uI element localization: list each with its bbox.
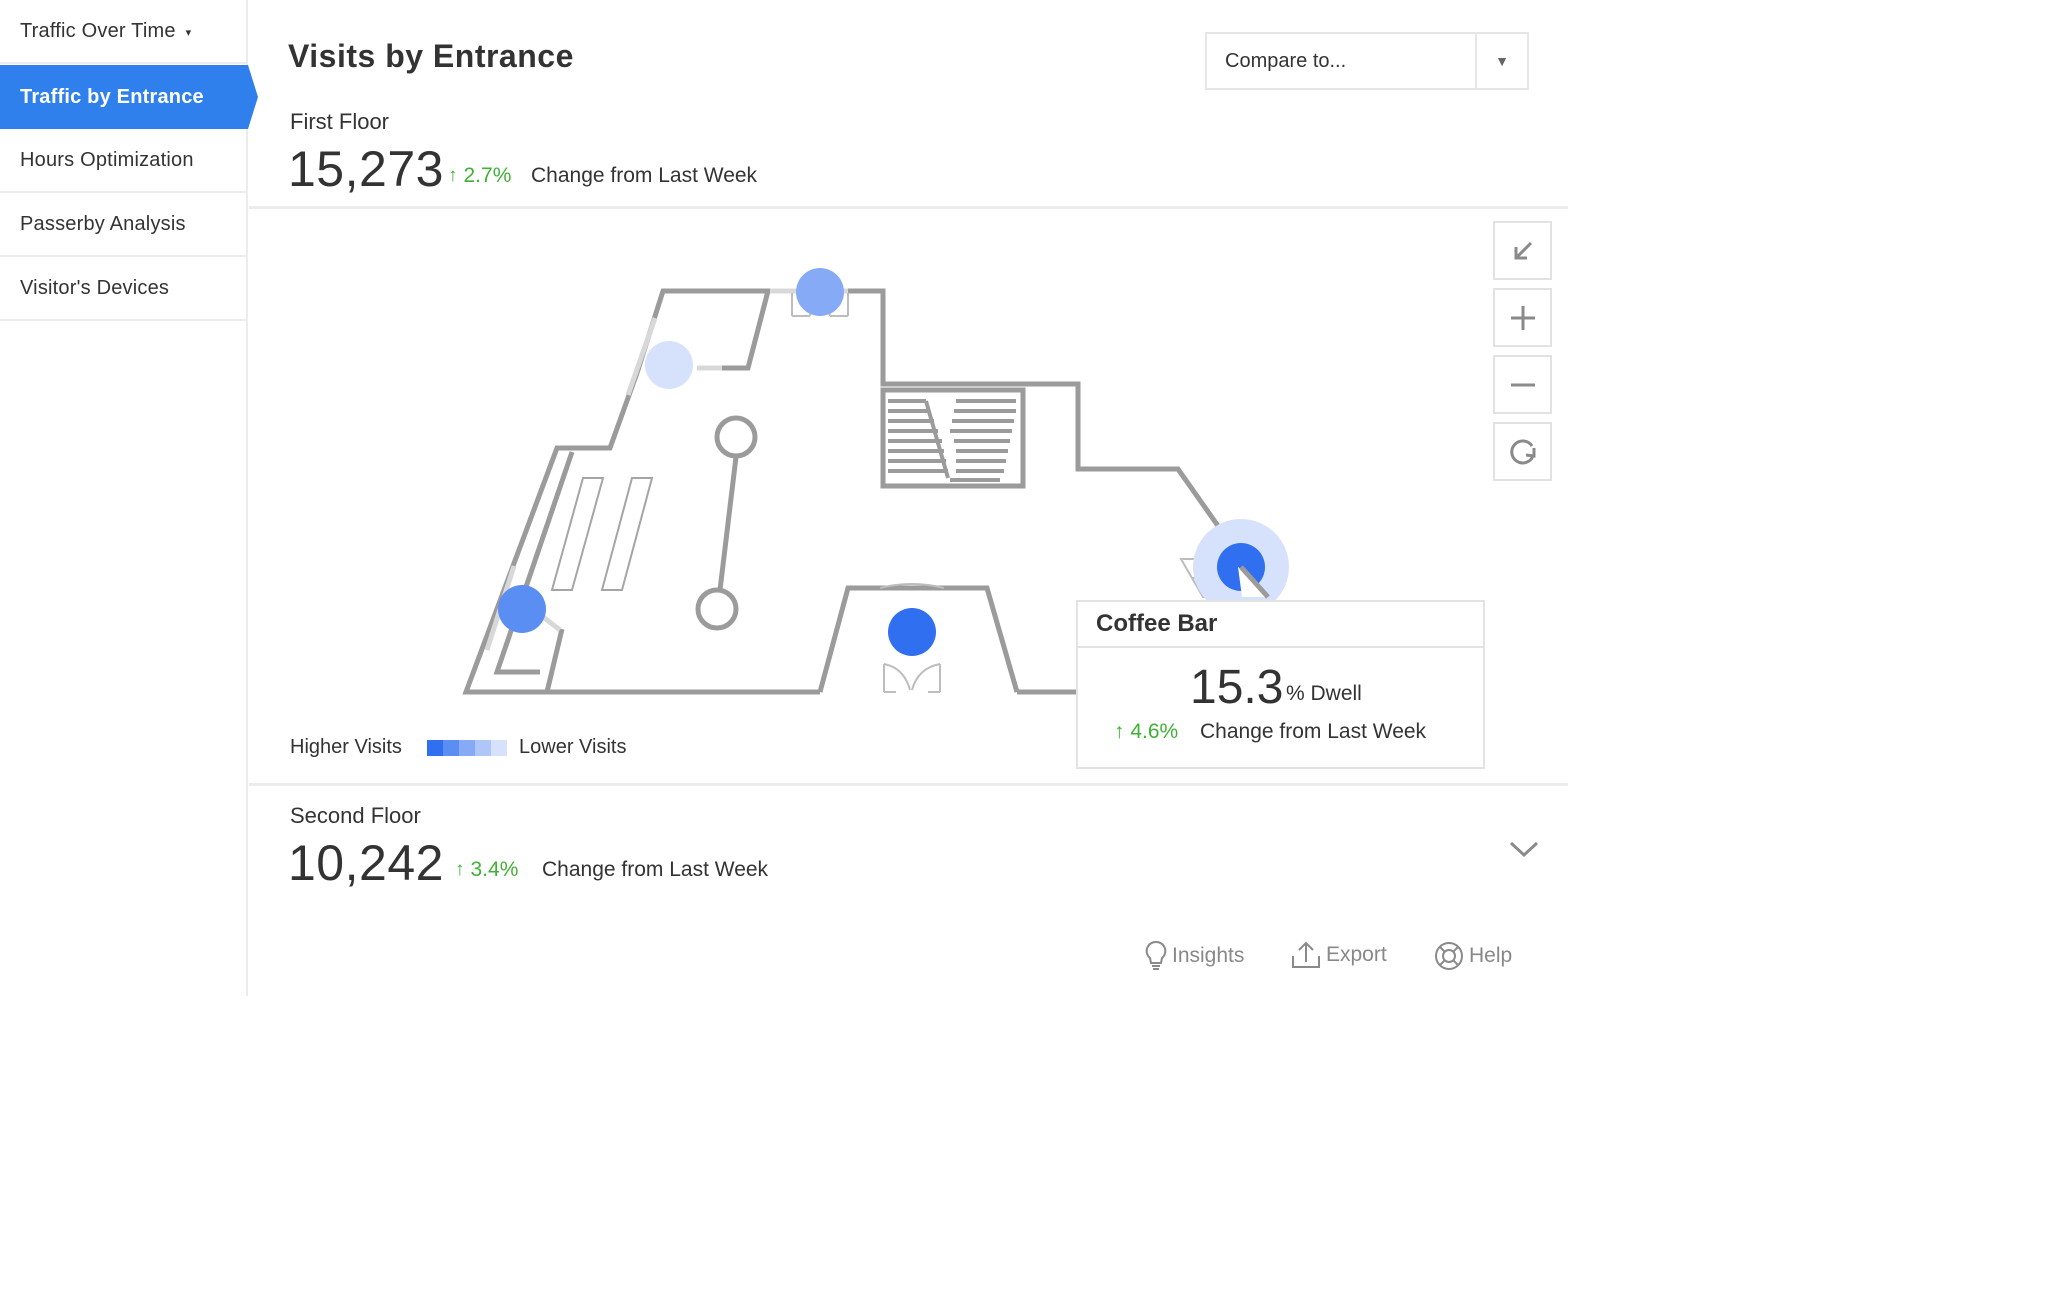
lifebuoy-icon bbox=[1435, 942, 1463, 970]
entrance-west[interactable] bbox=[498, 585, 546, 633]
entrance-north[interactable] bbox=[796, 268, 844, 316]
chevron-down-icon: ▾ bbox=[185, 27, 192, 39]
floor-change-label: Change from Last Week bbox=[542, 858, 769, 881]
zoom-in-button[interactable] bbox=[1493, 288, 1552, 347]
entrance-south[interactable] bbox=[888, 608, 936, 656]
section-divider bbox=[249, 783, 1568, 786]
tooltip-title: Coffee Bar bbox=[1078, 602, 1483, 648]
sidebar-item-label: Traffic Over Time bbox=[20, 19, 176, 42]
map-wall bbox=[722, 290, 771, 371]
arrow-down-left-icon bbox=[1514, 241, 1532, 259]
sidebar-item-label: Passerby Analysis bbox=[20, 212, 186, 235]
legend-swatch bbox=[443, 740, 459, 756]
collapse-map-button[interactable] bbox=[1493, 221, 1552, 280]
map-wall bbox=[462, 372, 820, 695]
tooltip-unit: % Dwell bbox=[1286, 682, 1362, 705]
map-stairs bbox=[880, 387, 1026, 489]
section-divider bbox=[249, 206, 1568, 209]
map-wall bbox=[848, 288, 1271, 599]
export-link[interactable]: Export bbox=[1290, 940, 1387, 970]
plus-icon bbox=[1510, 305, 1535, 330]
floor-visit-count-second: 10,242 bbox=[288, 835, 444, 891]
insights-label: Insights bbox=[1172, 944, 1245, 967]
legend-high-label: Higher Visits bbox=[290, 736, 402, 758]
map-escalator-node bbox=[714, 415, 758, 459]
tooltip-change-label: Change from Last Week bbox=[1200, 720, 1427, 743]
floor-name-second: Second Floor bbox=[290, 803, 421, 828]
sidebar-item-label: Traffic by Entrance bbox=[20, 85, 204, 108]
minus-icon bbox=[1510, 383, 1535, 386]
export-label: Export bbox=[1326, 943, 1387, 966]
map-wall bbox=[817, 585, 1020, 693]
sidebar-item-traffic-over-time[interactable]: Traffic Over Time ▾ bbox=[0, 0, 248, 64]
expand-floor-button[interactable] bbox=[1508, 838, 1540, 865]
insights-link[interactable]: Insights bbox=[1144, 940, 1244, 972]
tooltip-change: ↑ 4.6% bbox=[1114, 720, 1178, 744]
legend-swatch bbox=[491, 740, 507, 756]
map-escalator bbox=[717, 456, 739, 591]
sidebar-item-label: Visitor's Devices bbox=[20, 276, 170, 299]
floor-change-label: Change from Last Week bbox=[531, 164, 758, 187]
help-label: Help bbox=[1469, 944, 1513, 967]
map-wall-light bbox=[625, 317, 658, 396]
lightbulb-icon bbox=[1145, 940, 1167, 970]
legend-low-label: Lower Visits bbox=[519, 736, 627, 758]
sidebar-item-label: Hours Optimization bbox=[20, 148, 194, 171]
export-icon bbox=[1292, 941, 1320, 968]
sidebar-item-traffic-by-entrance[interactable]: Traffic by Entrance bbox=[0, 65, 258, 129]
map-wall bbox=[493, 451, 575, 675]
page-title: Visits by Entrance bbox=[288, 38, 574, 74]
tooltip-change-value: 4.6% bbox=[1130, 720, 1179, 743]
arrow-up-icon: ↑ bbox=[448, 165, 458, 186]
floor-change-value: 3.4% bbox=[470, 858, 519, 881]
map-escalator-node bbox=[695, 587, 739, 631]
chevron-down-icon: ▼ bbox=[1475, 34, 1527, 88]
map-shelf bbox=[600, 477, 654, 591]
floor-change-value: 2.7% bbox=[463, 164, 512, 187]
compare-dropdown[interactable]: Compare to... ▼ bbox=[1205, 32, 1529, 90]
tooltip-value: 15.3 bbox=[1190, 661, 1284, 714]
sidebar: Traffic Over Time ▾ Traffic by Entrance … bbox=[0, 0, 258, 996]
map-wall bbox=[1239, 565, 1270, 599]
map-wall bbox=[544, 628, 565, 693]
legend-swatch bbox=[427, 740, 443, 756]
refresh-button[interactable] bbox=[1493, 422, 1552, 481]
zoom-out-button[interactable] bbox=[1493, 355, 1552, 414]
floor-map[interactable] bbox=[249, 210, 1489, 784]
help-link[interactable]: Help bbox=[1433, 940, 1512, 972]
legend-swatch bbox=[459, 740, 475, 756]
arrow-up-icon: ↑ bbox=[455, 859, 465, 880]
sidebar-item-hours-optimization[interactable]: Hours Optimization bbox=[0, 129, 248, 193]
chevron-down-icon bbox=[1509, 841, 1539, 858]
compare-dropdown-label: Compare to... bbox=[1225, 49, 1347, 72]
floor-visit-count-first: 15,273 bbox=[288, 141, 444, 197]
sidebar-item-visitors-devices[interactable]: Visitor's Devices bbox=[0, 257, 248, 321]
floor-change-second: ↑ 3.4% bbox=[455, 858, 518, 882]
sidebar-item-passerby-analysis[interactable]: Passerby Analysis bbox=[0, 193, 248, 257]
map-shelf bbox=[550, 477, 605, 591]
floor-name-first: First Floor bbox=[290, 109, 389, 134]
floor-change-first: ↑ 2.7% bbox=[448, 164, 511, 188]
arrow-up-icon: ↑ bbox=[1114, 720, 1125, 743]
refresh-icon bbox=[1509, 438, 1535, 464]
entrance-north-west[interactable] bbox=[645, 341, 693, 389]
legend-swatch bbox=[475, 740, 491, 756]
entrance-tooltip: Coffee Bar 15.3 % Dwell ↑ 4.6% Change fr… bbox=[1076, 600, 1485, 769]
legend-color-scale bbox=[427, 740, 507, 756]
